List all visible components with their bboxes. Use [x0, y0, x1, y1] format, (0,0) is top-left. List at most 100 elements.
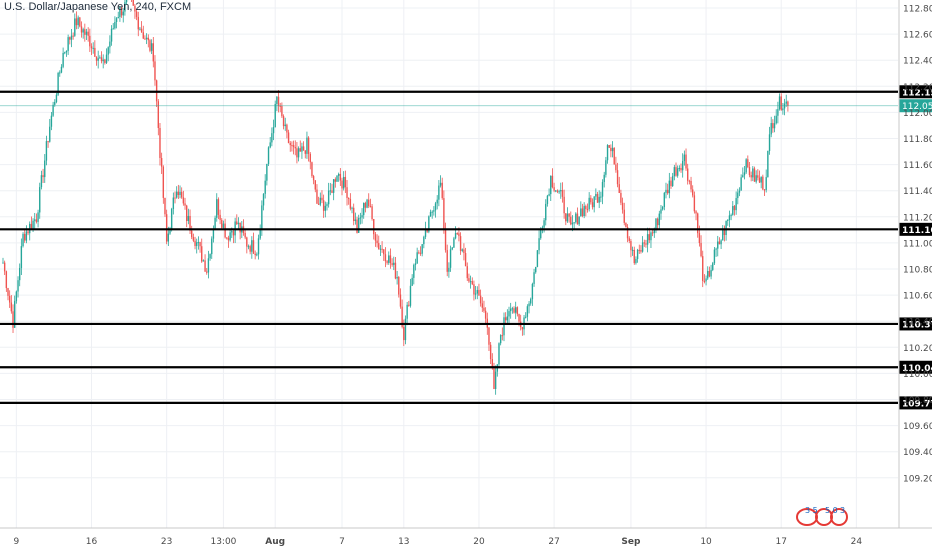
candle-body — [59, 72, 61, 74]
candle-body — [718, 241, 721, 245]
candle-body — [294, 147, 296, 149]
candle-body — [621, 202, 624, 210]
candle-body — [603, 174, 605, 183]
candle-body — [202, 260, 205, 262]
candle-body — [391, 263, 393, 265]
horizontal-levels[interactable]: 112.158 111.104 110.379 110.047 109.774 112.0… — [0, 85, 932, 410]
candle-body — [488, 327, 490, 345]
candle-body — [648, 234, 650, 241]
candle-body — [99, 57, 101, 59]
candle-body — [491, 359, 494, 369]
level-price-tag — [899, 317, 932, 331]
candle-body — [69, 37, 71, 40]
candle-body — [74, 18, 76, 36]
y-tick-label: 109.400 — [903, 448, 932, 458]
candle-body — [715, 248, 717, 250]
y-tick-label: 111.800 — [903, 135, 932, 145]
candle-body — [708, 270, 711, 277]
candle-body — [730, 214, 732, 216]
candle-body — [164, 197, 166, 215]
candle-body — [321, 197, 323, 201]
candle-body — [117, 17, 119, 19]
candle-body — [65, 50, 68, 53]
candle-body — [468, 278, 470, 282]
candle-body — [767, 150, 769, 178]
candle-body — [347, 197, 350, 199]
candle-body — [277, 96, 280, 106]
level-price-tag — [899, 360, 932, 374]
candle-body — [429, 212, 432, 217]
candle-body — [593, 196, 595, 208]
candle-body — [566, 213, 569, 222]
candle-body — [299, 148, 301, 152]
candle-body — [67, 37, 69, 51]
candle-body — [30, 223, 33, 230]
candle-body — [157, 101, 160, 129]
candle-body — [616, 170, 619, 185]
candle-body — [433, 210, 435, 212]
candle-body — [585, 206, 587, 210]
candle-body — [655, 218, 657, 231]
candle-body — [703, 280, 706, 282]
candle-body — [586, 209, 589, 211]
candle-body — [35, 219, 38, 222]
candle-body — [550, 175, 552, 195]
candle-body — [538, 238, 540, 251]
candle-body — [573, 222, 575, 224]
candle-body — [727, 220, 729, 222]
candle-body — [319, 197, 321, 205]
candle-body — [12, 311, 14, 328]
candle-body — [89, 35, 91, 47]
candle-body — [401, 306, 403, 327]
candle-body — [344, 176, 347, 188]
candle-body — [312, 176, 315, 181]
candle-body — [413, 264, 415, 278]
candle-body — [389, 255, 392, 264]
candle-body — [476, 289, 478, 294]
candle-body — [665, 189, 667, 193]
candle-body — [533, 272, 535, 284]
candle-body — [656, 218, 659, 226]
candle-body — [705, 278, 707, 282]
candle-body — [613, 147, 615, 165]
candle-body — [600, 196, 602, 198]
candle-body — [324, 205, 327, 211]
candle-body — [251, 240, 253, 252]
candle-body — [359, 217, 362, 219]
candle-body — [246, 237, 248, 247]
candle-body — [115, 18, 118, 23]
candle-body — [431, 211, 433, 213]
candle-body — [77, 17, 79, 26]
candle-body — [678, 167, 681, 169]
candle-body — [610, 147, 612, 152]
candle-body — [473, 284, 475, 295]
candle-body — [194, 240, 196, 247]
candle-body — [287, 132, 290, 144]
candle-body — [535, 266, 537, 273]
candle-body — [681, 161, 684, 171]
candle-body — [775, 115, 777, 124]
x-tick-label: 7 — [339, 537, 345, 547]
candle-body — [723, 229, 726, 236]
candle-body — [630, 241, 632, 251]
candle-body — [97, 58, 99, 61]
candle-body — [419, 252, 422, 254]
level-price-tag — [899, 222, 932, 236]
candle-body — [249, 246, 251, 252]
candle-body — [306, 137, 308, 154]
candle-body — [326, 204, 328, 206]
candle-body — [653, 230, 655, 234]
candle-body — [274, 103, 276, 128]
candle-body — [37, 212, 39, 222]
x-tick-label: 9 — [13, 537, 19, 547]
candle-body — [548, 194, 550, 196]
candle-body — [186, 205, 188, 222]
candle-body — [688, 180, 691, 182]
candle-body — [84, 29, 86, 35]
candle-body — [720, 240, 722, 245]
candle-body — [20, 246, 23, 269]
candle-body — [27, 231, 29, 234]
candle-body — [745, 159, 747, 173]
candle-body — [366, 199, 368, 208]
